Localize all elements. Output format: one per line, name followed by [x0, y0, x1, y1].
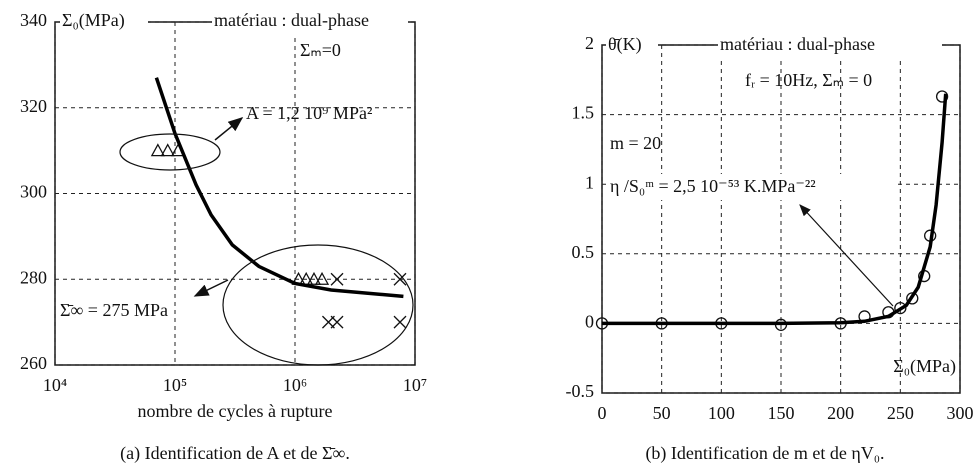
- y-tick-label: 280: [20, 267, 47, 287]
- data-point: [330, 272, 344, 286]
- y-tick-label: 260: [20, 353, 47, 373]
- y-tick-label: 0.5: [572, 242, 595, 262]
- data-point: [330, 315, 344, 329]
- y-tick-label: 340: [20, 10, 47, 30]
- fit-curve: [602, 93, 948, 326]
- x-tick-label: 10⁴: [43, 375, 67, 395]
- plot-frame: [601, 44, 961, 394]
- y-tick-label: 0: [585, 312, 594, 332]
- annotation: Σₘ=0: [300, 40, 341, 60]
- data-point: [306, 271, 322, 285]
- fit-curve: [154, 77, 404, 299]
- data-point: [393, 272, 407, 286]
- annotation: η /S₀ᵐ = 2,5 10⁻⁵³ K.MPa⁻²²: [610, 176, 816, 196]
- ellipse: [119, 133, 221, 171]
- x-tick-label: 150: [768, 403, 795, 423]
- y-tick-label: 1.5: [572, 103, 595, 123]
- arrow: [193, 279, 229, 297]
- data-point: [314, 271, 330, 285]
- data-point: [393, 315, 407, 329]
- x-axis-label: nombre de cycles à rupture: [138, 401, 333, 421]
- x-axis-label: Σ₀(MPa): [893, 356, 956, 377]
- x-tick-label: 0: [598, 403, 607, 423]
- y-tick-label: 2: [585, 33, 594, 53]
- y-axis-label: θ̄(K): [608, 34, 642, 55]
- data-point: [935, 90, 949, 103]
- caption: (a) Identification de A et de Σ̄∞.: [120, 443, 350, 464]
- y-tick-label: 1: [585, 172, 594, 192]
- annotation: fᵣ = 10Hz, Σₘ = 0: [745, 70, 872, 90]
- annotation: Σ̄∞ = 275 MPa: [60, 300, 168, 320]
- x-tick-label: 100: [708, 403, 735, 423]
- y-tick-label: 320: [20, 96, 47, 116]
- annotation: matériau : dual-phase: [720, 34, 875, 54]
- annotation: A = 1,2 10⁹ MPa²: [246, 103, 372, 123]
- x-tick-label: 200: [827, 403, 854, 423]
- data-point: [160, 143, 175, 157]
- x-tick-label: 10⁶: [283, 375, 307, 395]
- y-axis-label: Σ₀(MPa): [62, 10, 125, 31]
- data-point: [150, 143, 165, 157]
- y-tick-label: -0.5: [566, 381, 595, 401]
- arrow: [214, 117, 244, 141]
- ellipse: [222, 244, 414, 366]
- x-tick-label: 300: [947, 403, 974, 423]
- x-tick-label: 50: [653, 403, 671, 423]
- y-tick-label: 300: [20, 182, 47, 202]
- arrow: [799, 204, 894, 307]
- data-point: [894, 301, 907, 315]
- annotation: m = 20: [610, 133, 661, 153]
- annotation: matériau : dual-phase: [214, 10, 369, 30]
- data-point: [906, 292, 919, 305]
- caption: (b) Identification de m et de ηV₀.: [645, 443, 884, 464]
- x-tick-label: 250: [887, 403, 914, 423]
- x-tick-label: 10⁵: [163, 375, 187, 395]
- x-tick-label: 10⁷: [403, 375, 427, 395]
